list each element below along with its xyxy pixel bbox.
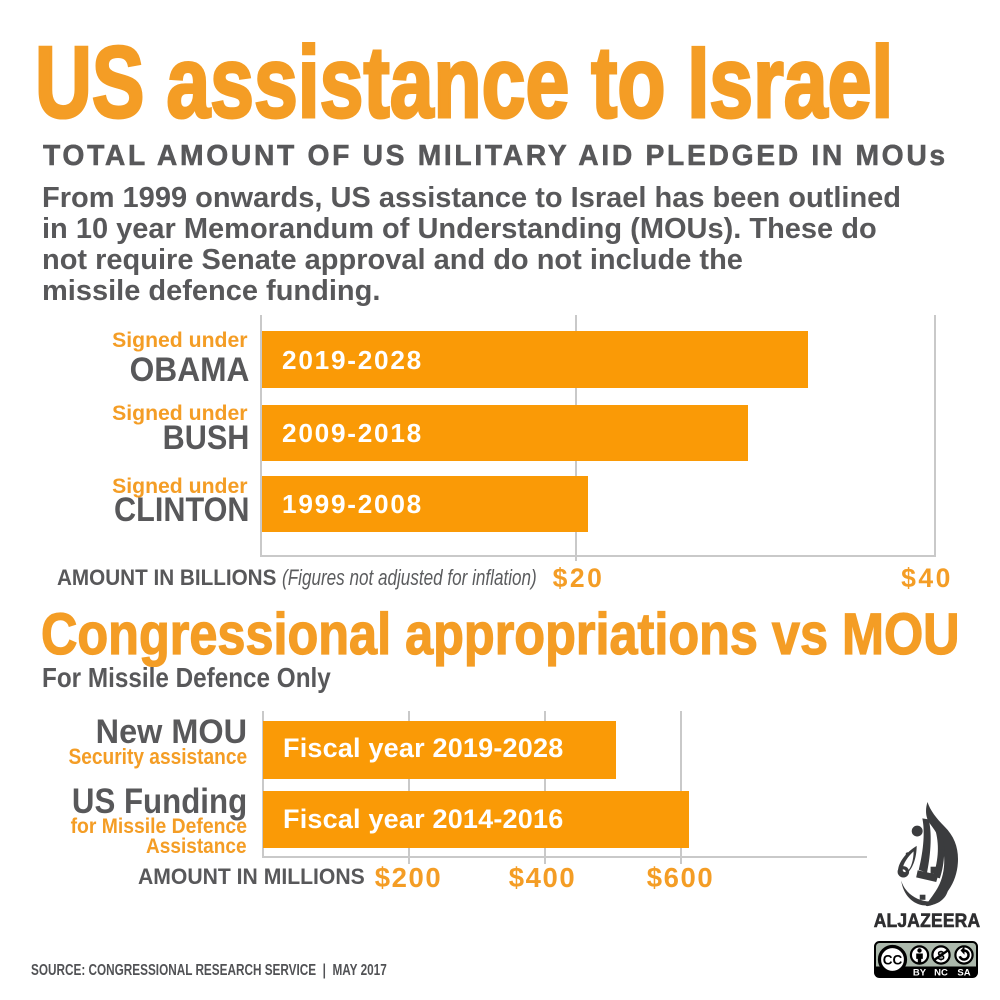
svg-text:CC: CC [883,952,903,967]
svg-text:BY: BY [913,967,927,978]
svg-text:NC: NC [934,967,948,978]
svg-text:SA: SA [957,967,970,978]
